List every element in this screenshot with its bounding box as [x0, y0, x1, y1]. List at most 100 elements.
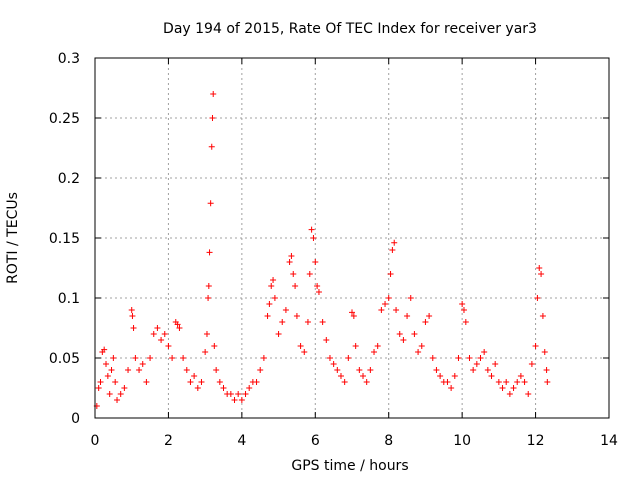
data-point [460, 307, 467, 313]
data-point [143, 379, 150, 385]
data-point [374, 343, 381, 349]
data-point [451, 373, 458, 379]
data-point [203, 331, 210, 337]
data-point [238, 397, 245, 403]
data-point [202, 349, 209, 355]
data-point [288, 253, 295, 259]
data-point [422, 319, 429, 325]
data-point [341, 379, 348, 385]
data-point [506, 391, 513, 397]
y-tick-label: 0 [71, 411, 80, 427]
data-point [130, 325, 137, 331]
data-point [356, 367, 363, 373]
data-point [532, 343, 539, 349]
data-point [499, 385, 506, 391]
y-tick-label: 0.3 [58, 51, 80, 67]
data-point [477, 355, 484, 361]
data-point [209, 115, 216, 121]
data-point [187, 379, 194, 385]
data-point [448, 385, 455, 391]
data-point [208, 143, 215, 150]
data-point [312, 259, 319, 265]
data-point [275, 331, 282, 337]
x-tick-label: 12 [527, 433, 545, 449]
data-point [95, 385, 102, 391]
data-point [444, 379, 451, 385]
data-point [310, 235, 317, 241]
data-point [517, 373, 524, 379]
y-tick-label: 0.15 [49, 231, 80, 247]
data-point [207, 200, 214, 207]
data-point [150, 331, 157, 337]
data-point [242, 391, 249, 397]
data-point [293, 313, 300, 319]
y-tick-label: 0.2 [58, 171, 80, 187]
data-point [371, 349, 378, 355]
data-point [106, 391, 113, 397]
data-point [264, 313, 271, 319]
x-tick-label: 8 [384, 433, 393, 449]
data-point [121, 385, 128, 391]
data-point [139, 361, 146, 367]
data-point [128, 307, 135, 313]
data-point [418, 343, 425, 349]
data-point [525, 391, 532, 397]
data-point [396, 331, 403, 337]
data-point [97, 379, 104, 385]
data-point [260, 355, 267, 361]
data-point [110, 355, 117, 361]
data-point [101, 346, 108, 353]
data-point [231, 397, 238, 403]
x-tick-label: 0 [91, 433, 100, 449]
data-point [161, 331, 168, 337]
data-point [132, 355, 139, 361]
data-point [174, 321, 181, 328]
data-point [514, 379, 521, 385]
data-point [536, 265, 543, 271]
x-tick-labels: 0 2 4 6 8 10 12 14 [91, 433, 618, 449]
data-point [455, 355, 462, 361]
data-point [194, 385, 201, 391]
data-point [544, 379, 551, 385]
data-point [268, 283, 275, 289]
y-tick-label: 0.1 [58, 291, 80, 307]
data-point [426, 313, 433, 319]
axis-ticks [94, 57, 610, 419]
data-point [429, 355, 436, 361]
data-point [385, 295, 392, 301]
x-tick-label: 6 [311, 433, 320, 449]
data-point [378, 307, 385, 313]
data-point [323, 337, 330, 343]
data-point [191, 373, 198, 379]
data-point [286, 259, 293, 265]
data-point [103, 361, 110, 367]
data-point [528, 361, 535, 367]
data-point [176, 325, 183, 331]
data-point [198, 379, 205, 385]
data-point [350, 313, 357, 319]
data-point [330, 361, 337, 367]
x-tick-label: 14 [600, 433, 618, 449]
data-point [180, 355, 187, 361]
data-point [433, 367, 440, 373]
data-point [352, 343, 359, 349]
data-point [129, 313, 136, 319]
data-point [437, 373, 444, 379]
data-point [510, 385, 517, 391]
data-point [282, 307, 289, 313]
data-point [271, 295, 278, 301]
data-point [538, 271, 545, 277]
data-point [270, 277, 277, 283]
data-point [125, 367, 132, 373]
data-point [206, 249, 213, 256]
data-point [391, 239, 398, 246]
data-point [253, 379, 260, 385]
data-point [407, 295, 414, 301]
x-tick-label: 2 [164, 433, 173, 449]
data-point [301, 349, 308, 355]
data-point [266, 301, 273, 307]
data-point [539, 313, 546, 319]
data-point [246, 385, 253, 391]
data-point [393, 307, 400, 313]
